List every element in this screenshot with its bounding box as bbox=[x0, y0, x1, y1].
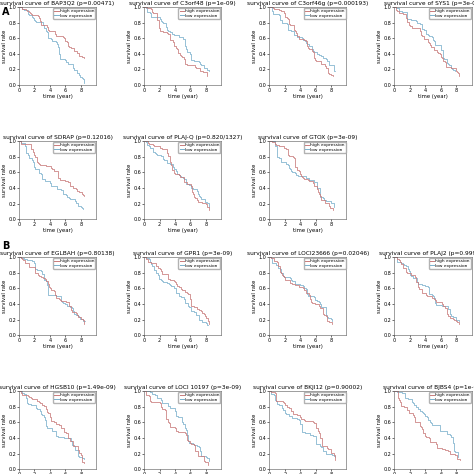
X-axis label: time (year): time (year) bbox=[418, 345, 448, 349]
Title: survival curve of GPR1 (p=3e-09): survival curve of GPR1 (p=3e-09) bbox=[133, 251, 232, 256]
Title: survival curve of PLAJ-Q (p=0.820/1327): survival curve of PLAJ-Q (p=0.820/1327) bbox=[123, 135, 243, 140]
X-axis label: time (year): time (year) bbox=[43, 94, 73, 99]
Title: survival curve of SDRAP (p=0.12016): survival curve of SDRAP (p=0.12016) bbox=[2, 135, 113, 140]
X-axis label: time (year): time (year) bbox=[293, 94, 323, 99]
Y-axis label: survival rate: survival rate bbox=[2, 164, 7, 197]
Legend: high expression, low expression: high expression, low expression bbox=[53, 142, 95, 153]
Title: survival curve of EGLBAH (p=0.80138): survival curve of EGLBAH (p=0.80138) bbox=[0, 251, 115, 256]
Y-axis label: survival rate: survival rate bbox=[127, 29, 132, 63]
Legend: high expression, low expression: high expression, low expression bbox=[178, 258, 220, 269]
X-axis label: time (year): time (year) bbox=[168, 228, 198, 233]
Y-axis label: survival rate: survival rate bbox=[252, 280, 257, 313]
Legend: high expression, low expression: high expression, low expression bbox=[53, 258, 95, 269]
X-axis label: time (year): time (year) bbox=[43, 228, 73, 233]
Y-axis label: survival rate: survival rate bbox=[377, 414, 383, 447]
Title: survival curve of BKJI12 (p=0.90002): survival curve of BKJI12 (p=0.90002) bbox=[253, 385, 363, 390]
Legend: high expression, low expression: high expression, low expression bbox=[178, 142, 220, 153]
Title: survival curve of PLAJ2 (p=0.99982): survival curve of PLAJ2 (p=0.99982) bbox=[380, 251, 474, 256]
Title: survival curve of BAP3Q2 (p=0.00471): survival curve of BAP3Q2 (p=0.00471) bbox=[0, 1, 115, 6]
Title: survival curve of C3orf46g (p=0.000193): survival curve of C3orf46g (p=0.000193) bbox=[247, 1, 369, 6]
X-axis label: time (year): time (year) bbox=[418, 94, 448, 99]
X-axis label: time (year): time (year) bbox=[168, 94, 198, 99]
Title: survival curve of GTOX (p=3e-09): survival curve of GTOX (p=3e-09) bbox=[258, 135, 357, 140]
Legend: high expression, low expression: high expression, low expression bbox=[428, 392, 471, 403]
Text: A: A bbox=[2, 7, 10, 17]
Y-axis label: survival rate: survival rate bbox=[2, 29, 7, 63]
Legend: high expression, low expression: high expression, low expression bbox=[303, 392, 346, 403]
Y-axis label: survival rate: survival rate bbox=[252, 414, 257, 447]
Legend: high expression, low expression: high expression, low expression bbox=[53, 392, 95, 403]
Y-axis label: survival rate: survival rate bbox=[127, 414, 132, 447]
Title: survival curve of HGSB10 (p=1.49e-09): survival curve of HGSB10 (p=1.49e-09) bbox=[0, 385, 116, 390]
Legend: high expression, low expression: high expression, low expression bbox=[428, 258, 471, 269]
Y-axis label: survival rate: survival rate bbox=[127, 164, 132, 197]
Title: survival curve of LOCI 10197 (p=3e-09): survival curve of LOCI 10197 (p=3e-09) bbox=[124, 385, 241, 390]
Y-axis label: survival rate: survival rate bbox=[252, 164, 257, 197]
Y-axis label: survival rate: survival rate bbox=[377, 280, 383, 313]
Legend: high expression, low expression: high expression, low expression bbox=[303, 8, 346, 19]
Legend: high expression, low expression: high expression, low expression bbox=[428, 8, 471, 19]
Title: survival curve of C3orf48 (p=1e-09): survival curve of C3orf48 (p=1e-09) bbox=[129, 1, 236, 6]
Text: B: B bbox=[2, 241, 10, 251]
X-axis label: time (year): time (year) bbox=[43, 345, 73, 349]
Legend: high expression, low expression: high expression, low expression bbox=[178, 392, 220, 403]
Title: survival curve of BJBS4 (p=1e-07): survival curve of BJBS4 (p=1e-07) bbox=[383, 385, 474, 390]
Title: survival curve of LOCI23666 (p=0.02046): survival curve of LOCI23666 (p=0.02046) bbox=[246, 251, 369, 256]
Y-axis label: survival rate: survival rate bbox=[252, 29, 257, 63]
Legend: high expression, low expression: high expression, low expression bbox=[53, 8, 95, 19]
Legend: high expression, low expression: high expression, low expression bbox=[303, 258, 346, 269]
X-axis label: time (year): time (year) bbox=[168, 345, 198, 349]
Legend: high expression, low expression: high expression, low expression bbox=[303, 142, 346, 153]
X-axis label: time (year): time (year) bbox=[293, 228, 323, 233]
Y-axis label: survival rate: survival rate bbox=[2, 414, 7, 447]
X-axis label: time (year): time (year) bbox=[293, 345, 323, 349]
Y-axis label: survival rate: survival rate bbox=[377, 29, 383, 63]
Legend: high expression, low expression: high expression, low expression bbox=[178, 8, 220, 19]
Y-axis label: survival rate: survival rate bbox=[2, 280, 7, 313]
Title: survival curve of SYS1 (p=3e-09): survival curve of SYS1 (p=3e-09) bbox=[384, 1, 474, 6]
Y-axis label: survival rate: survival rate bbox=[127, 280, 132, 313]
